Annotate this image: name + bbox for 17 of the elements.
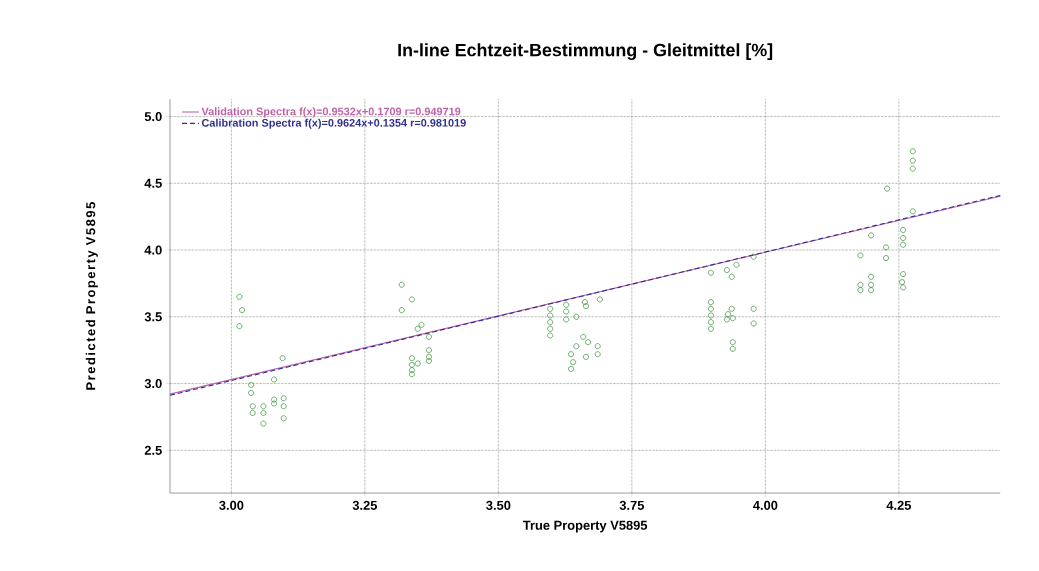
y-tick-label: 5.0 <box>144 111 162 121</box>
x-axis-title: True Property V5895 <box>522 520 648 533</box>
legend-label: Calibration Spectra f(x)=0.9624x+0.1354 r=0.981019 <box>201 118 466 129</box>
x-tick-label: 4.25 <box>886 500 912 510</box>
y-tick-label: 2.5 <box>144 445 162 455</box>
y-tick-label: 4.5 <box>144 178 162 188</box>
x-tick-label: 3.75 <box>619 500 645 510</box>
chart-title: In-line Echtzeit-Bestimmung - Gleitmittel [%] <box>398 43 773 60</box>
x-tick-label: 4.00 <box>753 500 778 510</box>
y-tick-label: 3.0 <box>144 378 162 388</box>
x-tick-label: 3.25 <box>352 500 378 510</box>
y-tick-label: 4.0 <box>144 245 162 255</box>
y-axis-title: Predicted Property V5895 <box>85 201 98 390</box>
x-tick-label: 3.00 <box>219 500 244 510</box>
y-tick-label: 3.5 <box>144 312 162 322</box>
legend-label: Validation Spectra f(x)=0.9532x+0.1709 r=0.949719 <box>201 107 461 118</box>
x-tick-label: 3.50 <box>486 500 511 510</box>
